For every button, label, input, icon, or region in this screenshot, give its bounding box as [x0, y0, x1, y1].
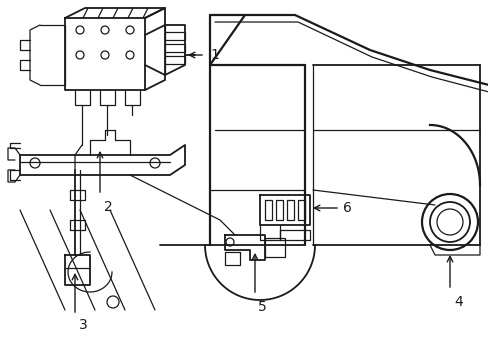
Text: 1: 1	[209, 48, 219, 62]
Text: 4: 4	[453, 295, 462, 309]
Text: 6: 6	[342, 201, 351, 215]
Text: 3: 3	[79, 318, 87, 332]
Text: 5: 5	[258, 300, 266, 314]
Text: 2: 2	[104, 200, 113, 214]
